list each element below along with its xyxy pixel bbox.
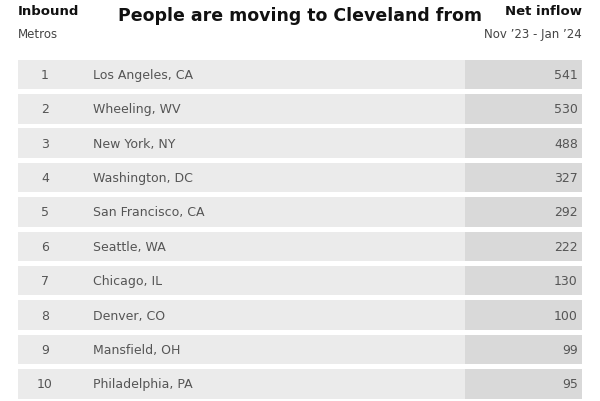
Text: San Francisco, CA: San Francisco, CA <box>93 206 205 219</box>
Bar <box>465 335 582 364</box>
Text: Metros: Metros <box>18 28 58 41</box>
Text: 327: 327 <box>554 172 578 184</box>
Text: Inbound: Inbound <box>18 5 79 18</box>
Text: Chicago, IL: Chicago, IL <box>93 275 162 288</box>
Text: 130: 130 <box>554 275 578 288</box>
Bar <box>465 164 582 193</box>
Text: New York, NY: New York, NY <box>93 138 175 150</box>
Text: Seattle, WA: Seattle, WA <box>93 240 166 253</box>
Text: 4: 4 <box>41 172 49 184</box>
Bar <box>18 232 582 261</box>
Text: 8: 8 <box>41 309 49 322</box>
Text: 530: 530 <box>554 103 578 116</box>
Text: 6: 6 <box>41 240 49 253</box>
Bar <box>18 95 582 124</box>
Bar <box>465 95 582 124</box>
Text: 9: 9 <box>41 343 49 356</box>
Bar <box>465 266 582 296</box>
Bar <box>465 232 582 261</box>
Bar <box>18 369 582 399</box>
Bar <box>18 266 582 296</box>
Text: 95: 95 <box>562 377 578 390</box>
Text: Philadelphia, PA: Philadelphia, PA <box>93 377 193 390</box>
Bar <box>18 198 582 227</box>
Text: Wheeling, WV: Wheeling, WV <box>93 103 181 116</box>
Text: 292: 292 <box>554 206 578 219</box>
Bar <box>18 335 582 364</box>
Text: Denver, CO: Denver, CO <box>93 309 165 322</box>
Text: 5: 5 <box>41 206 49 219</box>
Text: People are moving to Cleveland from: People are moving to Cleveland from <box>118 7 482 25</box>
Bar <box>18 300 582 330</box>
Bar <box>465 300 582 330</box>
Text: 541: 541 <box>554 69 578 82</box>
Text: 99: 99 <box>562 343 578 356</box>
Text: Nov ’23 - Jan ’24: Nov ’23 - Jan ’24 <box>484 28 582 41</box>
Text: 3: 3 <box>41 138 49 150</box>
Bar <box>18 164 582 193</box>
Bar <box>18 61 582 90</box>
Text: 2: 2 <box>41 103 49 116</box>
Text: Net inflow: Net inflow <box>505 5 582 18</box>
Text: 222: 222 <box>554 240 578 253</box>
Text: 100: 100 <box>554 309 578 322</box>
Bar <box>18 129 582 159</box>
Text: Mansfield, OH: Mansfield, OH <box>93 343 181 356</box>
Bar <box>465 369 582 399</box>
Bar <box>465 61 582 90</box>
Bar <box>465 198 582 227</box>
Text: 1: 1 <box>41 69 49 82</box>
Bar <box>465 129 582 159</box>
Text: 488: 488 <box>554 138 578 150</box>
Text: 7: 7 <box>41 275 49 288</box>
Text: 10: 10 <box>37 377 53 390</box>
Text: Los Angeles, CA: Los Angeles, CA <box>93 69 193 82</box>
Text: Washington, DC: Washington, DC <box>93 172 193 184</box>
